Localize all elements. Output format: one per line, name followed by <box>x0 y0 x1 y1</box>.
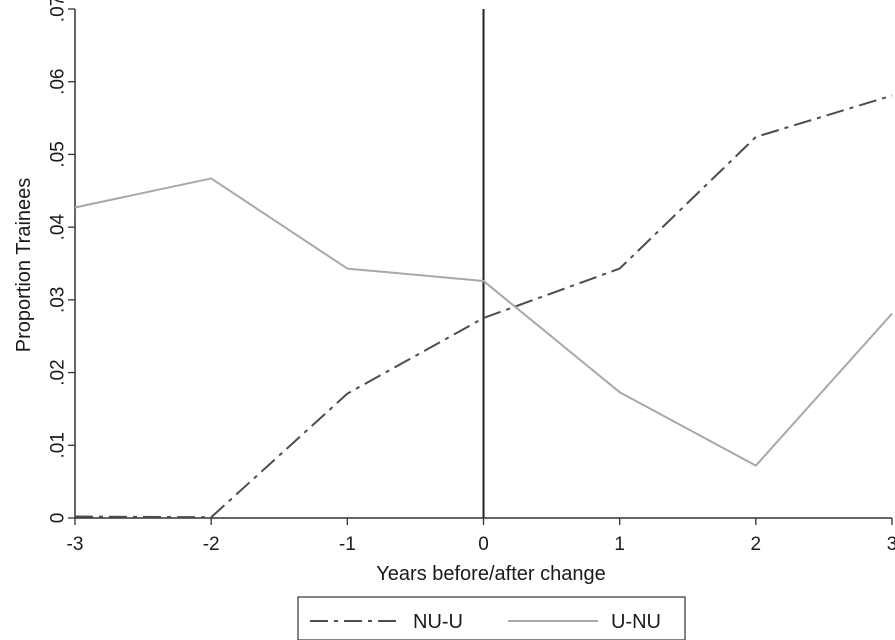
y-tick-label: .04 <box>48 214 69 241</box>
x-tick-label: -2 <box>203 534 220 555</box>
y-tick-label: .06 <box>48 69 69 95</box>
x-tick-label: -1 <box>339 534 356 555</box>
y-tick-label: 0 <box>48 513 69 524</box>
x-axis-title: Years before/after change <box>376 563 605 585</box>
x-tick-label: 3 <box>887 534 895 555</box>
x-tick-label: 0 <box>478 534 489 555</box>
legend-box <box>297 596 686 640</box>
series-layer <box>74 94 893 519</box>
y-tick-label: .03 <box>48 287 69 313</box>
axes: 0 .01 .02 .03 .04 .05 .06 .07 -3 -2 -1 0 1 2 3 <box>48 0 895 555</box>
y-tick-label: .07 <box>48 0 69 22</box>
x-tick-label: 1 <box>614 534 625 555</box>
x-tick-label: 2 <box>751 534 762 555</box>
y-tick-label: .01 <box>48 432 69 458</box>
legend-label-nu-u: NU-U <box>413 611 463 633</box>
legend-label-u-nu: U-NU <box>611 611 661 633</box>
x-tick-label: -3 <box>67 534 84 555</box>
legend: NU-U U-NU <box>297 596 686 640</box>
y-tick-label: .02 <box>48 359 69 385</box>
y-tick-label: .05 <box>48 141 69 167</box>
y-axis-title: Proportion Trainees <box>13 178 35 353</box>
